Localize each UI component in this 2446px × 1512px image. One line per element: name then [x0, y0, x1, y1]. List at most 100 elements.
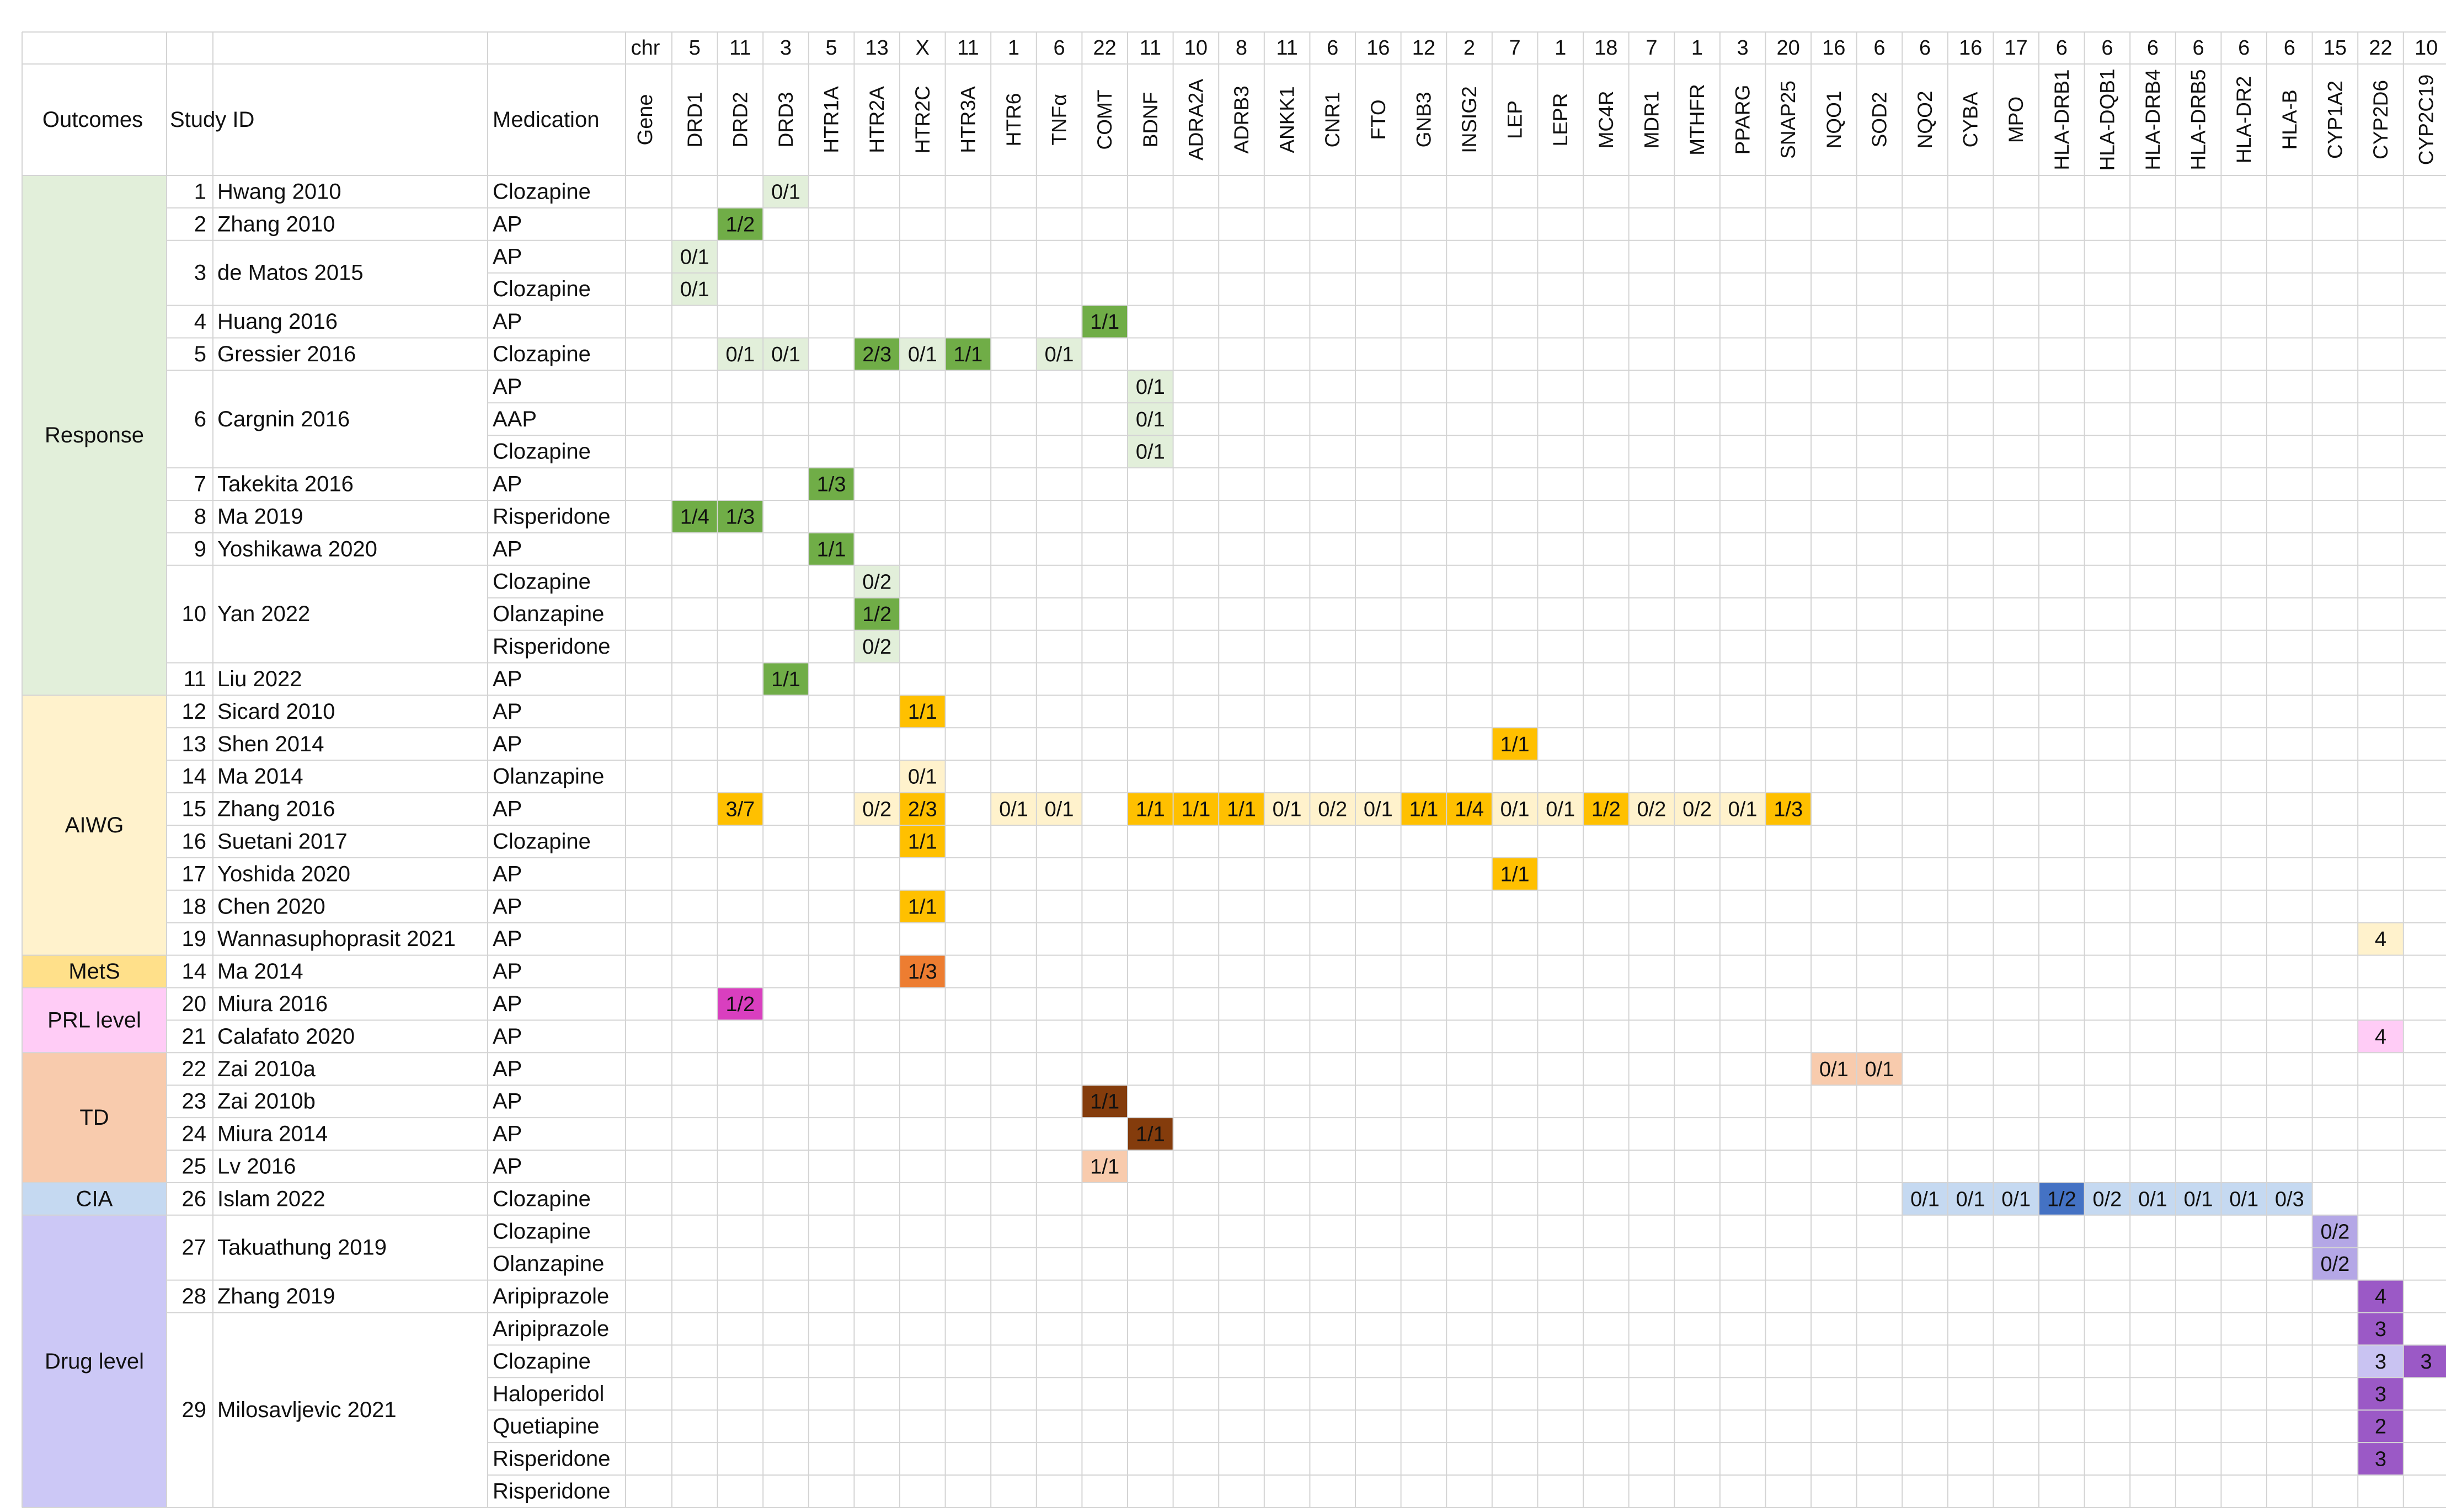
outcome-label: PRL level [47, 1008, 141, 1032]
gene-label: INSIG2 [1458, 86, 1481, 153]
result-value: 1/1 [1227, 798, 1256, 821]
medication-label: Clozapine [493, 179, 591, 204]
result-cell [991, 793, 1037, 825]
gene-label: HLA-B [2278, 90, 2301, 150]
result-value: 0/1 [1728, 798, 1758, 821]
chromosome-label: 1 [1691, 36, 1703, 60]
result-value: 3 [2375, 1318, 2386, 1341]
gene-label: COMT [1093, 90, 1116, 150]
study-name: Sicard 2010 [217, 699, 335, 724]
medication-label: AP [493, 699, 522, 724]
medication-label: AP [493, 959, 522, 984]
study-name: Zhang 2016 [217, 797, 335, 821]
result-value: 0/1 [1273, 798, 1302, 821]
medication-label: AP [493, 797, 522, 821]
outcome-label: Response [45, 423, 144, 447]
result-value: 2/3 [908, 798, 937, 821]
result-value: 0/1 [725, 343, 755, 366]
study-number: 14 [182, 765, 207, 789]
result-value: 0/2 [2092, 1188, 2122, 1211]
study-number: 1 [194, 179, 206, 204]
result-cell [1310, 793, 1355, 825]
gene-label: CYP2D6 [2369, 80, 2392, 159]
result-cell [1128, 1118, 1173, 1150]
medication-label: Clozapine [493, 342, 591, 366]
gene-label: HLA-DRB1 [2050, 70, 2073, 170]
result-cell [1082, 305, 1128, 338]
result-value: 0/1 [908, 343, 937, 366]
result-value: 0/1 [2184, 1188, 2213, 1211]
cell-fills [22, 175, 2446, 1508]
medication-label: AP [493, 1089, 522, 1114]
medication-label: AP [493, 667, 522, 691]
chromosome-label: 1 [1008, 36, 1019, 60]
chromosome-label: 20 [1777, 36, 1800, 60]
study-number: 10 [182, 602, 207, 626]
result-cell [672, 500, 718, 533]
result-cell [2403, 1345, 2446, 1378]
outcome-band [22, 987, 167, 1053]
result-value: 0/2 [862, 635, 891, 659]
result-value: 3/7 [725, 798, 755, 821]
result-value: 1/1 [1090, 1155, 1119, 1178]
study-number: 3 [194, 261, 206, 285]
result-value: 0/2 [2320, 1220, 2349, 1243]
study-name: de Matos 2015 [217, 261, 364, 285]
study-name: Zhang 2019 [217, 1284, 335, 1308]
medication-label: Aripiprazole [493, 1317, 609, 1341]
medication-label: AP [493, 537, 522, 561]
result-cell [854, 630, 900, 663]
result-value: 2 [2375, 1415, 2386, 1439]
result-value: 0/1 [2229, 1188, 2258, 1211]
chromosome-label: 17 [2005, 36, 2028, 60]
chromosome-label: 2 [1464, 36, 1475, 60]
gene-label: DRD3 [775, 92, 797, 148]
result-value: 1/2 [1591, 798, 1621, 821]
result-value: 3 [2375, 1383, 2386, 1406]
gene-label: TNFα [1048, 94, 1071, 145]
result-cell [900, 760, 946, 793]
study-number: 26 [182, 1187, 207, 1211]
result-value: 1/1 [953, 343, 982, 366]
result-value: 0/1 [1956, 1188, 1985, 1211]
medication-label: Risperidone [493, 1479, 610, 1503]
study-number: 16 [182, 829, 207, 853]
result-value: 1/3 [1774, 798, 1803, 821]
study-number: 14 [182, 959, 207, 984]
gene-label: HTR2C [911, 86, 934, 153]
result-cell [1128, 793, 1173, 825]
study-name: Zhang 2010 [217, 212, 335, 236]
result-cell [717, 793, 763, 825]
result-value: 0/2 [1318, 798, 1347, 821]
chromosome-label: 12 [1412, 36, 1435, 60]
chromosome-label: 8 [1236, 36, 1247, 60]
medication-label: Olanzapine [493, 1252, 604, 1276]
study-number: 12 [182, 699, 207, 724]
chromosome-label: 7 [1646, 36, 1657, 60]
medication-label: AAP [493, 407, 537, 431]
study-name: Ma 2019 [217, 504, 303, 528]
result-value: 0/1 [771, 180, 800, 204]
study-number: 25 [182, 1154, 207, 1178]
outcome-label: AIWG [65, 813, 124, 837]
gene-label: DRD1 [683, 92, 706, 148]
result-cell [2221, 1182, 2267, 1215]
result-value: 0/1 [2001, 1188, 2031, 1211]
result-cell [2358, 1377, 2404, 1411]
study-number: 28 [182, 1284, 207, 1308]
result-cell [2267, 1182, 2313, 1215]
grid-lines [22, 31, 2446, 1508]
medication-label: Clozapine [493, 440, 591, 464]
result-value: 0/2 [1683, 798, 1712, 821]
result-value: 0/1 [908, 766, 937, 789]
medication-label: AP [493, 244, 522, 269]
study-name: Ma 2014 [217, 959, 303, 984]
result-cell [2358, 1312, 2404, 1345]
study-number: 19 [182, 927, 207, 951]
result-value: 1/4 [680, 505, 709, 528]
gene-row-label: Gene [634, 94, 657, 146]
gene-label: FTO [1367, 99, 1390, 140]
medication-label: AP [493, 375, 522, 399]
result-cell [900, 890, 946, 923]
